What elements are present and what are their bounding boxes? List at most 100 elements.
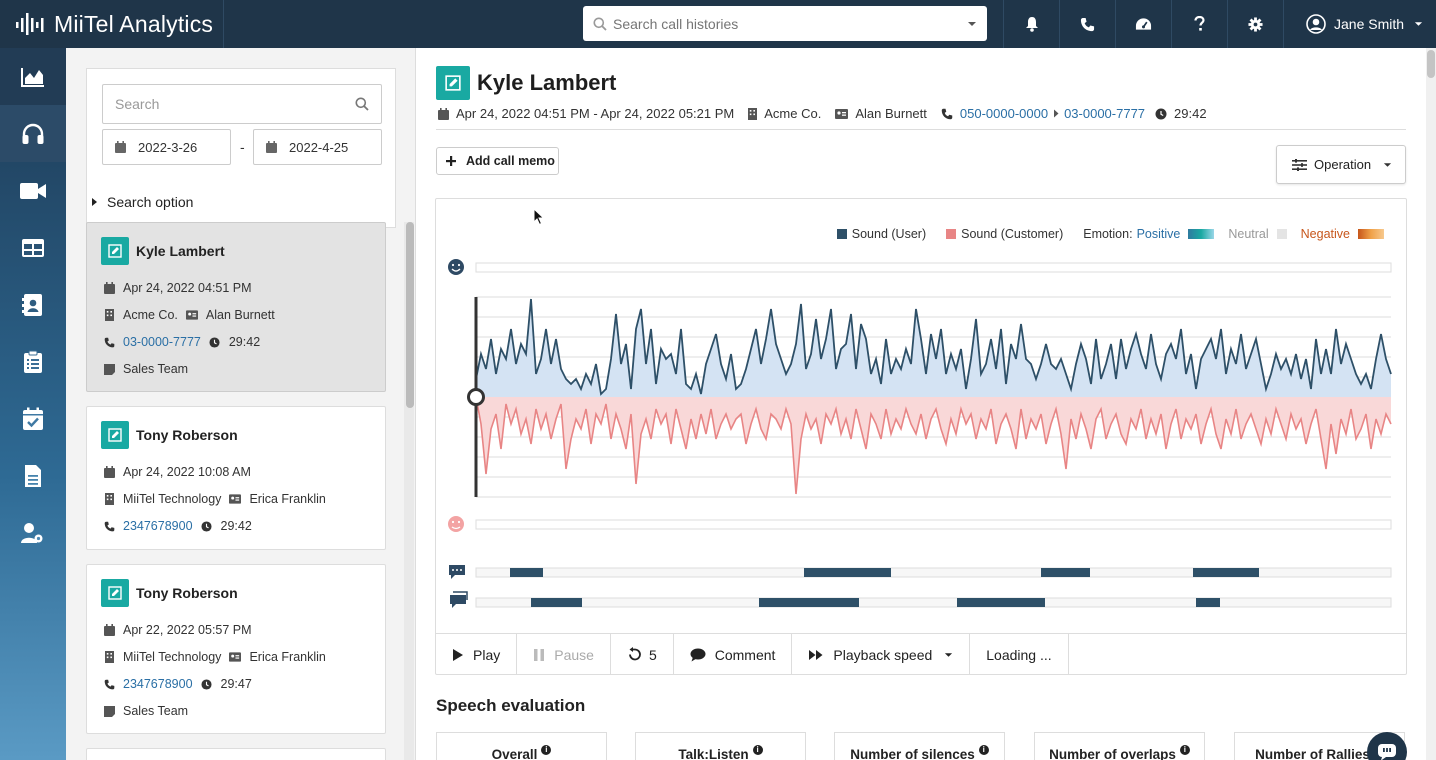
call-history-search[interactable] bbox=[583, 6, 987, 41]
chart-legend: Sound (User) Sound (Customer) Emotion: P… bbox=[817, 227, 1384, 241]
eval-card-talk-listen[interactable]: Talk:Listen i bbox=[635, 732, 806, 760]
chevron-down-icon[interactable] bbox=[967, 21, 977, 27]
info-icon[interactable]: i bbox=[1179, 745, 1190, 755]
id-card-icon bbox=[185, 310, 198, 320]
call-list-item[interactable]: Kyle Lambert Apr 24, 2022 04:51 PM Acme … bbox=[86, 222, 386, 392]
call-memo-icon bbox=[101, 579, 129, 607]
gear-icon bbox=[1248, 16, 1263, 32]
call-history-search-input[interactable] bbox=[613, 15, 967, 32]
eval-card-silences[interactable]: Number of silences i bbox=[834, 732, 1005, 760]
phone-icon bbox=[1080, 17, 1095, 31]
date-to-field[interactable]: 2022-4-25 bbox=[253, 129, 382, 165]
user-avatar-icon bbox=[1306, 14, 1326, 34]
call-memo-icon bbox=[101, 421, 129, 449]
from-phone-link[interactable]: 050-0000-0000 bbox=[959, 106, 1049, 121]
operation-dropdown[interactable]: Operation bbox=[1276, 145, 1406, 184]
info-icon[interactable]: i bbox=[978, 745, 989, 755]
chat-icon bbox=[1378, 744, 1396, 760]
legend-customer-label: Sound (Customer) bbox=[961, 227, 1064, 241]
main-scrollbar-thumb[interactable] bbox=[1427, 50, 1435, 78]
nav-video[interactable] bbox=[0, 162, 66, 219]
sidebar-search-input[interactable]: Search bbox=[102, 84, 382, 124]
phone-button[interactable] bbox=[1059, 0, 1115, 48]
fast-forward-icon bbox=[809, 649, 823, 660]
dashboard-button[interactable] bbox=[1115, 0, 1171, 48]
comment-icon bbox=[690, 648, 706, 661]
eval-card-overlaps[interactable]: Number of overlaps i bbox=[1034, 732, 1205, 760]
user-sound-line bbox=[475, 298, 1392, 396]
search-icon[interactable] bbox=[355, 97, 369, 111]
call-list-item[interactable]: Tony Roberson Apr 22, 2022 05:57 PM MiiT… bbox=[86, 564, 386, 734]
nav-analytics[interactable] bbox=[0, 48, 66, 105]
date-from-value: 2022-3-26 bbox=[138, 139, 198, 155]
search-option-toggle[interactable]: Search option bbox=[92, 194, 193, 210]
notifications-button[interactable] bbox=[1003, 0, 1059, 48]
call-team: Sales Team bbox=[123, 362, 189, 376]
user-menu[interactable]: Jane Smith bbox=[1283, 0, 1436, 48]
call-duration: 29:42 bbox=[228, 335, 261, 349]
call-phone-link[interactable]: 2347678900 bbox=[123, 677, 193, 691]
pause-button[interactable]: Pause bbox=[517, 634, 611, 675]
call-company: Acme Co. bbox=[123, 308, 178, 322]
nav-call-histories[interactable] bbox=[0, 105, 66, 162]
nav-documents[interactable] bbox=[0, 447, 66, 504]
nav-contacts[interactable] bbox=[0, 276, 66, 333]
team-tag-icon bbox=[103, 363, 115, 375]
call-contact: Erica Franklin bbox=[249, 650, 326, 664]
video-camera-icon bbox=[20, 182, 46, 199]
chevron-down-icon bbox=[1414, 22, 1423, 26]
call-list-item[interactable] bbox=[86, 748, 386, 760]
play-button[interactable]: Play bbox=[436, 634, 518, 675]
nav-tasks[interactable] bbox=[0, 333, 66, 390]
call-duration: 29:47 bbox=[220, 677, 252, 691]
call-contact: Alan Burnett bbox=[855, 106, 927, 121]
brand-name: MiiTel Analytics bbox=[54, 10, 214, 37]
bell-icon bbox=[1025, 17, 1038, 32]
nav-calendar[interactable] bbox=[0, 390, 66, 447]
call-phone-link[interactable]: 2347678900 bbox=[123, 519, 193, 533]
caret-right-icon bbox=[92, 198, 97, 206]
help-button[interactable] bbox=[1171, 0, 1227, 48]
add-call-memo-button[interactable]: Add call memo bbox=[436, 147, 559, 175]
calendar-icon bbox=[266, 141, 277, 153]
playhead-handle[interactable] bbox=[467, 388, 485, 406]
nav-user-settings[interactable] bbox=[0, 504, 66, 561]
date-from-field[interactable]: 2022-3-26 bbox=[102, 129, 231, 165]
comment-button[interactable]: Comment bbox=[674, 634, 793, 675]
search-icon bbox=[593, 17, 607, 31]
sidebar-scrollbar-thumb[interactable] bbox=[406, 222, 414, 408]
brand-logo[interactable]: MiiTel Analytics bbox=[0, 0, 224, 48]
settings-button[interactable] bbox=[1227, 0, 1283, 48]
to-phone-link[interactable]: 03-0000-7777 bbox=[1064, 106, 1146, 121]
loading-status: Loading ... bbox=[970, 634, 1069, 675]
rewind-button[interactable]: 5 bbox=[611, 634, 674, 675]
info-icon[interactable]: i bbox=[541, 745, 552, 755]
document-icon bbox=[25, 464, 41, 487]
chevron-down-icon bbox=[945, 652, 953, 657]
chart-icon bbox=[21, 67, 44, 87]
info-icon[interactable]: i bbox=[752, 745, 763, 755]
waveform-chart[interactable] bbox=[436, 199, 1406, 619]
call-company: MiiTel Technology bbox=[123, 492, 222, 506]
eval-card-label: Overall bbox=[491, 747, 538, 760]
calendar-icon bbox=[103, 624, 115, 636]
sliders-icon bbox=[1292, 158, 1307, 171]
call-waveform-panel: Sound (User) Sound (Customer) Emotion: P… bbox=[435, 198, 1407, 675]
call-phone-link[interactable]: 03-0000-7777 bbox=[123, 335, 201, 349]
clock-icon bbox=[209, 336, 221, 348]
question-icon bbox=[1194, 16, 1205, 31]
chat-support-button[interactable] bbox=[1367, 732, 1407, 760]
plus-icon bbox=[446, 156, 456, 166]
main-scrollbar-track bbox=[1426, 48, 1436, 760]
playback-speed-dropdown[interactable]: Playback speed bbox=[792, 634, 971, 675]
nav-table[interactable] bbox=[0, 219, 66, 276]
call-contact-name: Tony Roberson bbox=[136, 427, 238, 443]
negative-gradient bbox=[1358, 229, 1384, 239]
page-title: Kyle Lambert bbox=[477, 70, 617, 95]
rewind-icon bbox=[629, 647, 641, 661]
pause-label: Pause bbox=[554, 646, 594, 663]
call-list-item[interactable]: Tony Roberson Apr 24, 2022 10:08 AM MiiT… bbox=[86, 406, 386, 550]
call-memo-icon bbox=[436, 66, 470, 100]
eval-card-overall[interactable]: Overall i bbox=[436, 732, 607, 760]
sidebar-scrollbar-track bbox=[404, 222, 414, 760]
